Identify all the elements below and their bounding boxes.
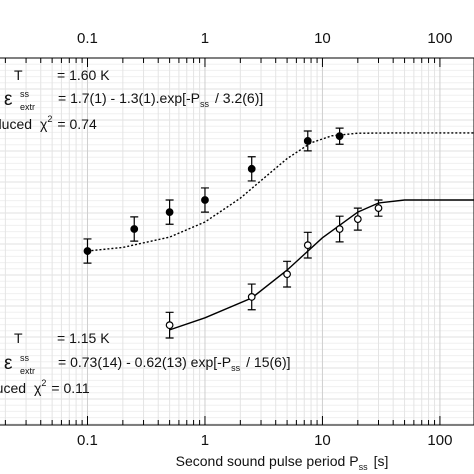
annotation-t: T [14,330,23,346]
data-point [247,293,256,301]
x-tick-label-top: 10 [314,30,331,47]
x-label-sub: ss [359,462,369,472]
grid: 0.1 0.1 1 1 10 10 100 100 [0,30,474,449]
x-tick-label-bottom: 1 [201,432,209,449]
marks [83,127,474,339]
annotation-sup: ss [20,353,30,363]
x-tick-label-bottom: 10 [314,432,331,449]
x-axis-label: Second sound pulse period Pss [s] [176,453,389,472]
data-point [374,204,383,213]
data-point [83,247,92,255]
reduced-word: Reduced [0,116,32,132]
formula-main: = 0.73(14) - 0.62(13) exp[-P [58,354,231,370]
data-point [130,225,139,233]
annotation-symbol: ε [4,89,13,110]
fit-curve [87,132,474,252]
annotation-sub: extr [20,366,35,376]
x-tick-label-bottom: 0.1 [77,432,98,449]
data-point [335,132,344,141]
x-label-text: Second sound pulse period P [176,453,359,469]
data-point [283,270,291,279]
chi-value: = 0.11 [51,380,89,396]
x-tick-label-top: 1 [201,30,209,47]
chi-sup: 2 [47,114,52,124]
annotation-t-value: = 1.60 K [57,67,110,83]
data-point [303,137,312,145]
x-tick-label-top: 100 [427,30,452,47]
annotation-formula: = 1.7(1) - 1.3(1).exp[-Pss / 3.2(6)] [58,90,263,109]
x-label-unit: [s] [374,453,389,469]
x-tick-label-bottom: 100 [427,432,452,449]
formula-end: / 15(6)] [246,354,290,370]
formula-sub: ss [231,363,241,373]
annotation-t-value: = 1.15 K [57,330,110,346]
chi: χ [34,380,42,396]
chi: χ [40,116,48,132]
data-point [165,321,174,330]
formula-end: / 3.2(6)] [215,90,263,106]
annotation-symbol: ε [4,353,13,374]
data-point [335,225,344,233]
formula-main: = 1.7(1) - 1.3(1).exp[-P [58,90,200,106]
annotation-formula: = 0.73(14) - 0.62(13) exp[-Pss / 15(6)] [58,354,291,373]
x-tick-label-top: 0.1 [77,30,98,47]
data-point [247,164,256,173]
plot-frame [0,57,474,426]
annotation-reduced: Reduced χ2 = 0.74 [0,114,97,132]
chi-sup: 2 [41,378,46,388]
annotation-sup: ss [20,89,30,99]
chi-value: = 0.74 [57,116,97,132]
formula-sub: ss [200,99,210,109]
data-point [165,208,174,217]
data-point [353,215,362,224]
annotation-sub: extr [20,102,35,112]
data-point [303,241,312,250]
reduced-word: Reduced [0,380,26,396]
annotation-t: T [14,67,23,83]
data-point [201,196,209,204]
annotation-reduced: Reduced χ2 = 0.11 [0,378,90,396]
